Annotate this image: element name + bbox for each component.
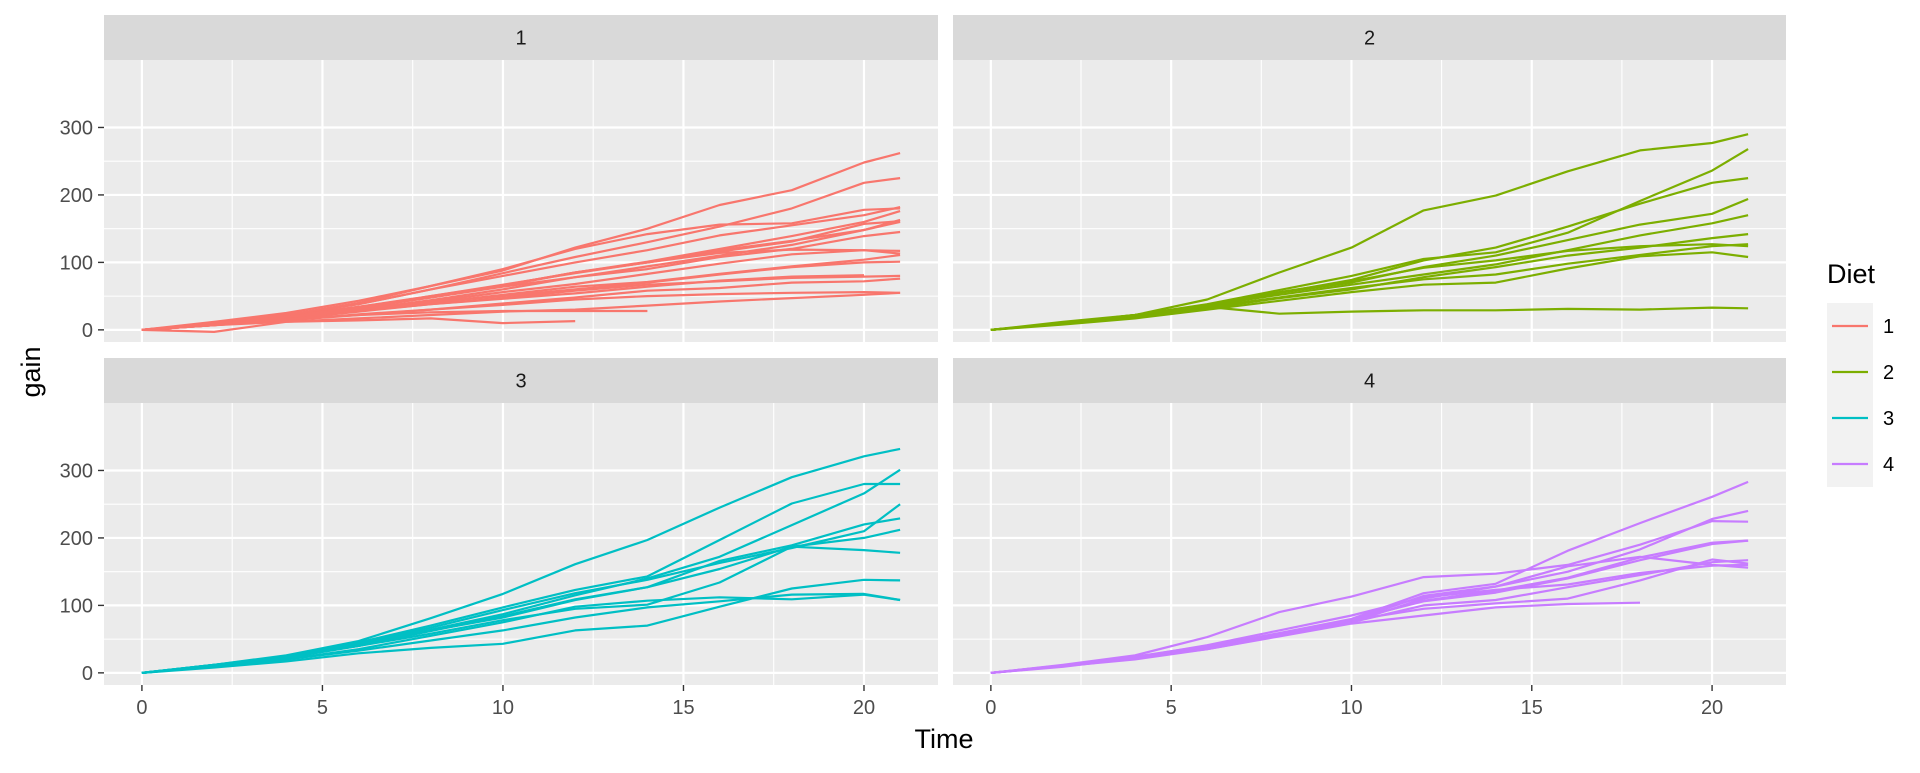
x-tick-label: 20 (853, 697, 875, 719)
legend: Diet 1 2 3 4 (1827, 259, 1894, 487)
panel-background (953, 60, 1786, 342)
series-line (990, 519, 1749, 674)
legend-label: 3 (1883, 408, 1894, 430)
x-tick-label: 0 (985, 697, 996, 719)
panel-strip (104, 358, 938, 403)
y-tick-label: 300 (60, 117, 93, 139)
legend-label: 4 (1883, 454, 1894, 476)
x-tick-label: 0 (136, 697, 147, 719)
y-axis-title: gain (16, 346, 46, 397)
strip-label: 3 (515, 371, 526, 393)
x-tick-label: 10 (1340, 697, 1362, 719)
strip-label: 1 (515, 28, 526, 50)
strip-label: 2 (1364, 28, 1375, 50)
panel-4: 4 0 5 10 15 20 (953, 358, 1786, 719)
x-tick-label: 5 (317, 697, 328, 719)
series-line (141, 317, 576, 333)
legend-title: Diet (1827, 259, 1876, 289)
y-tick-label: 100 (60, 252, 93, 274)
panel-2: 2 (953, 15, 1786, 342)
series-line (141, 220, 901, 331)
x-axis-title: Time (915, 724, 974, 754)
x-tick-label: 15 (1521, 697, 1543, 719)
panel-strip (953, 358, 1786, 403)
series-line (141, 447, 901, 674)
y-tick-label: 200 (60, 528, 93, 550)
legend-label: 1 (1883, 316, 1894, 338)
series-line (141, 291, 901, 331)
series-line (990, 148, 1749, 331)
x-tick-label: 20 (1701, 697, 1723, 719)
series-line (141, 545, 901, 674)
series-line (990, 251, 1749, 331)
x-tick-label: 15 (672, 697, 694, 719)
series-line (990, 563, 1749, 674)
series-line (141, 152, 901, 331)
y-tick-label: 100 (60, 595, 93, 617)
legend-label: 2 (1883, 362, 1894, 384)
y-tick-label: 0 (82, 320, 93, 342)
y-tick-label: 300 (60, 460, 93, 482)
panel-1: 1 0 100 200 300 (60, 15, 938, 342)
y-tick-label: 200 (60, 185, 93, 207)
x-tick-label: 10 (492, 697, 514, 719)
x-tick-label: 5 (1166, 697, 1177, 719)
panel-strip (953, 15, 1786, 60)
strip-label: 4 (1364, 371, 1375, 393)
y-tick-label: 0 (82, 663, 93, 685)
panel-3: 3 0 100 200 300 0 5 10 15 20 (60, 358, 938, 719)
panel-strip (104, 15, 938, 60)
series-line (141, 578, 901, 674)
panel-background (953, 403, 1786, 685)
